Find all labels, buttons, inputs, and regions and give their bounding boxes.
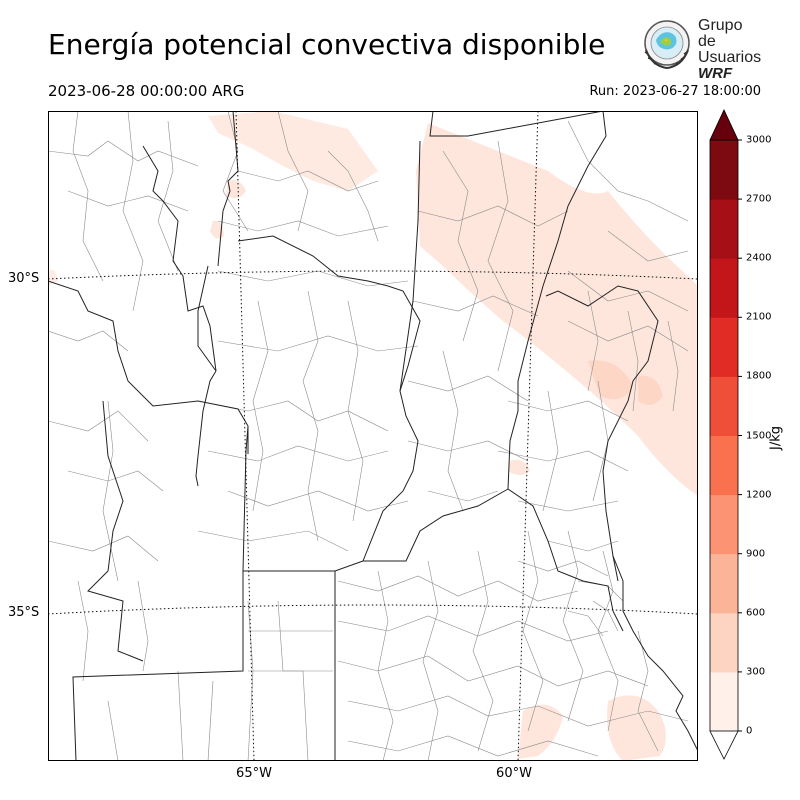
colorbar-band xyxy=(710,612,738,673)
lon-label-60w: 60°W xyxy=(496,766,532,781)
colorbar-unit-label: J/kg xyxy=(768,426,784,450)
colorbar-extend-max xyxy=(709,109,739,141)
lat-label-35s: 35°S xyxy=(8,605,40,620)
map-canvas xyxy=(48,111,698,761)
colorbar-tick-label: 600 xyxy=(746,607,766,619)
colorbar-tick-label: 2100 xyxy=(746,311,772,323)
boundary-la-pampa-north xyxy=(72,571,244,761)
colorbar-band xyxy=(710,435,738,496)
colorbar-tick-label: 1200 xyxy=(746,489,772,501)
map-frame xyxy=(48,111,698,761)
colorbar-scale xyxy=(709,109,742,760)
wrf-globe-logo-icon xyxy=(644,20,690,70)
colorbar-band xyxy=(710,140,738,200)
graticule-lat-30s xyxy=(48,270,698,280)
boundary-corrientes xyxy=(429,111,607,490)
cape-area-south-2 xyxy=(607,695,667,761)
graticule-lon-60w xyxy=(517,111,539,761)
colorbar-tick-label: 0 xyxy=(746,725,753,737)
colorbar-band xyxy=(710,671,738,732)
colorbar-tick-label: 300 xyxy=(746,666,766,678)
valid-time: 2023-06-28 00:00:00 ARG xyxy=(48,82,245,100)
coastline xyxy=(612,555,698,752)
boundary-cordoba-north xyxy=(195,370,217,487)
wrf-logo: Grupo de Usuarios WRF xyxy=(638,16,762,82)
colorbar-extend-min xyxy=(709,730,739,760)
boundary-buenos-aires-north xyxy=(363,488,509,562)
boundary-entre-rios xyxy=(507,488,624,632)
boundary-west xyxy=(48,280,249,454)
graticule xyxy=(48,111,698,761)
department-boundaries xyxy=(48,111,689,761)
boundary-andes xyxy=(142,145,217,372)
logo-line3: WRF xyxy=(698,65,733,82)
boundary-cordoba-west xyxy=(197,265,217,372)
logo-line1: Grupo de xyxy=(698,17,743,50)
colorbar-tick-label: 2700 xyxy=(746,193,772,205)
colorbar-band xyxy=(710,376,738,436)
map-panel[interactable] xyxy=(48,111,698,761)
colorbar-band xyxy=(710,494,738,555)
map-title: Energía potencial convectiva disponible xyxy=(48,28,606,61)
graticule-lat-35s xyxy=(48,604,698,615)
boundary-santa-fe-west xyxy=(399,140,421,392)
colorbar-band xyxy=(710,258,738,318)
cape-patch-3 xyxy=(508,459,530,475)
province-boundaries xyxy=(48,111,698,761)
colorbar-band xyxy=(710,317,738,377)
colorbar: 0 300 600 900 1200 1500 1800 2100 2400 2700 3000 xyxy=(709,108,789,768)
cape-patch-1 xyxy=(226,180,246,199)
lat-label-30s: 30°S xyxy=(8,271,40,286)
cape-area-north-strip xyxy=(208,111,378,191)
colorbar-band xyxy=(710,199,738,259)
colorbar-tick-label: 3000 xyxy=(746,134,772,146)
colorbar-tick-label: 2400 xyxy=(746,252,772,264)
graticule-lon-65w xyxy=(235,111,255,761)
boundary-uruguay-river xyxy=(545,285,659,582)
boundary-cordoba-ne xyxy=(237,235,421,562)
cape-area-south-1 xyxy=(518,704,563,759)
boundary-north xyxy=(217,111,239,267)
lon-label-65w: 65°W xyxy=(236,766,272,781)
colorbar-tick-label: 1800 xyxy=(746,370,772,382)
colorbar-band xyxy=(710,553,738,614)
colorbar-tick-label: 900 xyxy=(746,548,766,560)
cape-field xyxy=(48,111,698,761)
colorbar-tick-label: 1500 xyxy=(746,430,772,441)
run-time: Run: 2023-06-27 18:00:00 xyxy=(589,84,761,99)
cape-area-northeast xyxy=(416,123,698,496)
logo-line2: Usuarios xyxy=(698,49,762,66)
boundary-san-luis-west xyxy=(87,400,144,662)
